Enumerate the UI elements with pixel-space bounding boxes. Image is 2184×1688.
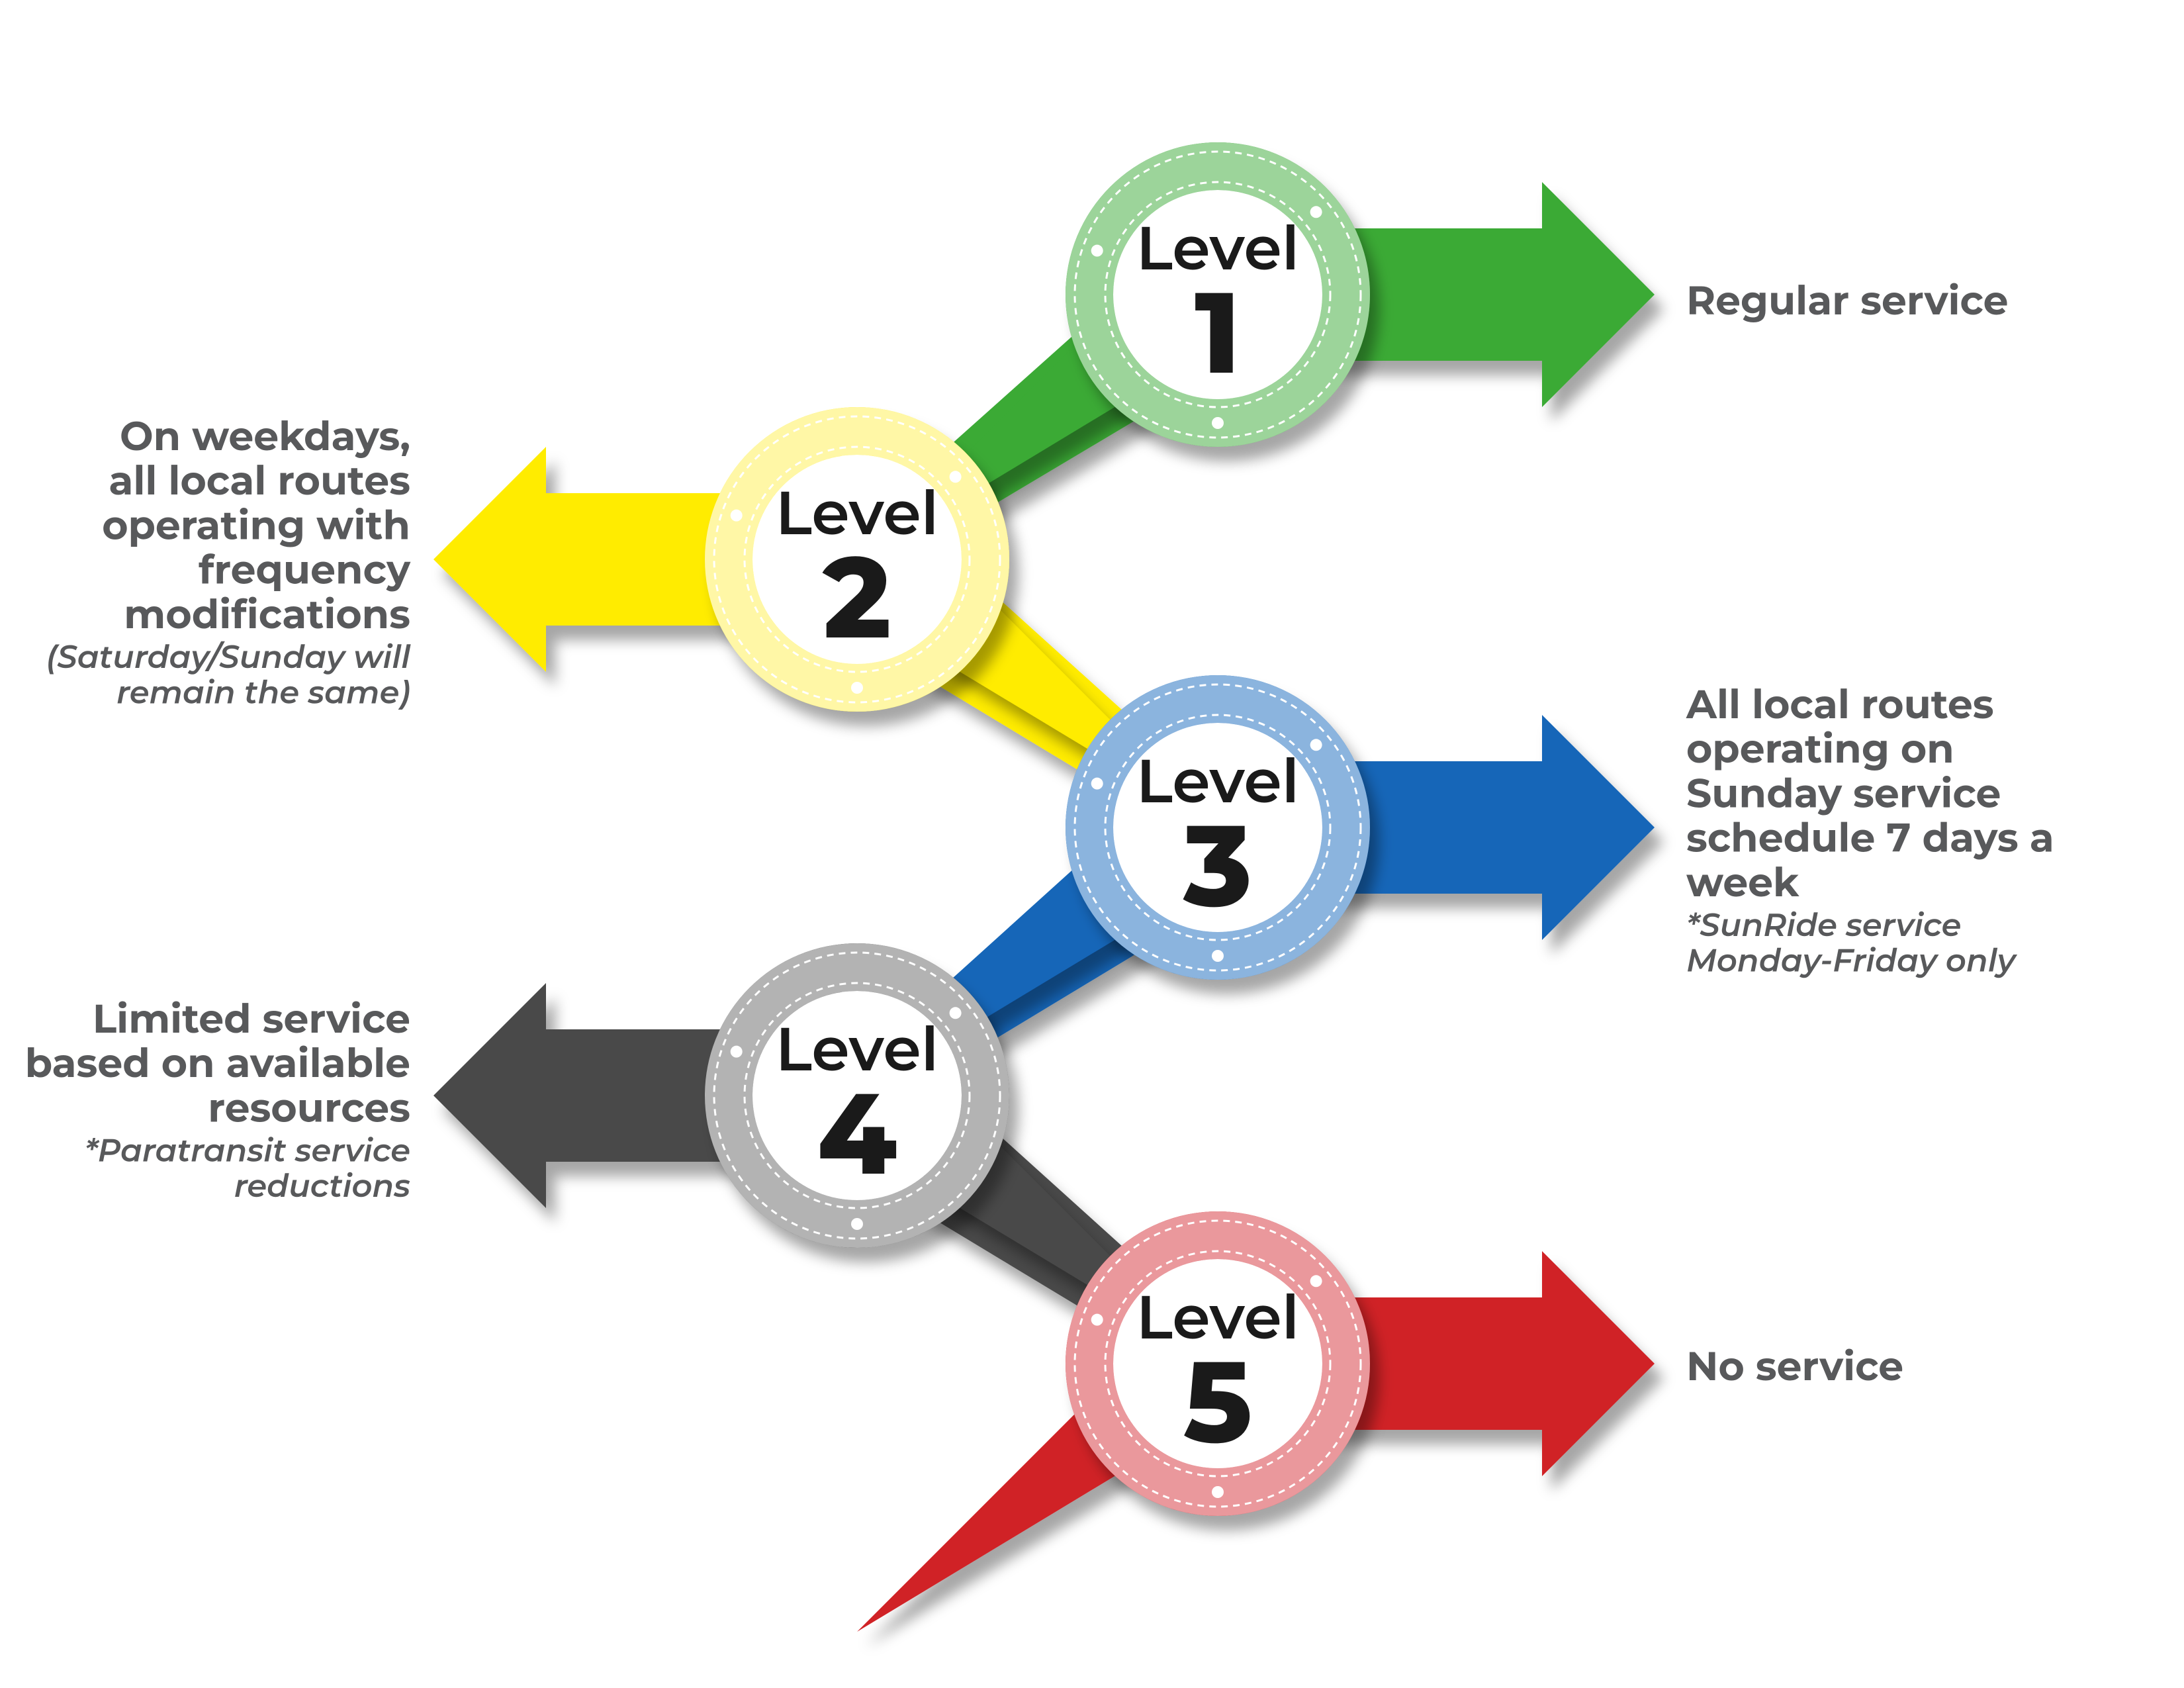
level-5-description-line: No service [1686, 1342, 1903, 1391]
level-2-description-line: frequency [199, 546, 411, 594]
level-2-number: 2 [821, 528, 891, 667]
level-2-description-line: all local routes [109, 457, 410, 505]
level-1-description: Regular service [1686, 277, 2008, 325]
level-3-description-line: All local routes [1686, 680, 1994, 729]
level-1-number: 1 [1195, 263, 1241, 402]
level-5: Level5No service [857, 1211, 1903, 1632]
level-1-description-line: Regular service [1686, 277, 2008, 325]
level-2-note-line: (Saturday/Sunday will [46, 638, 411, 677]
level-5-description: No service [1686, 1342, 1903, 1391]
level-3-note-line: *SunRide service [1686, 906, 1961, 945]
service-levels-diagram: Level1Regular serviceLevel2On weekdays,a… [0, 0, 2184, 1688]
level-4-note-line: *Paratransit service [85, 1131, 410, 1170]
level-3-description-line: schedule 7 days a [1686, 814, 2054, 863]
level-3-description-line: Sunday service [1686, 769, 2001, 818]
level-4-description-line: resources [208, 1084, 410, 1132]
level-3-number: 3 [1183, 796, 1252, 935]
level-3-note-line: Monday-Friday only [1686, 942, 2018, 980]
level-2-note-line: remain the same) [116, 674, 410, 712]
level-2-description-line: operating with [102, 501, 410, 549]
level-3-description: All local routesoperating onSunday servi… [1686, 680, 2054, 980]
level-4-number: 4 [817, 1064, 897, 1203]
level-4-note-line: reductions [234, 1167, 411, 1205]
level-2-description: On weekdays,all local routesoperating wi… [46, 412, 411, 712]
level-3-description-line: operating on [1686, 725, 1954, 773]
level-1: Level1Regular service [857, 142, 2008, 563]
level-5-number: 5 [1183, 1333, 1252, 1471]
level-4-description-line: based on available [25, 1039, 410, 1088]
level-4-description-line: Limited service [93, 995, 410, 1043]
level-2-description-line: modifications [124, 590, 410, 639]
level-2-description-line: On weekdays, [120, 412, 410, 461]
level-4-description: Limited servicebased on availableresourc… [25, 995, 411, 1205]
level-3-description-line: week [1686, 859, 1799, 907]
